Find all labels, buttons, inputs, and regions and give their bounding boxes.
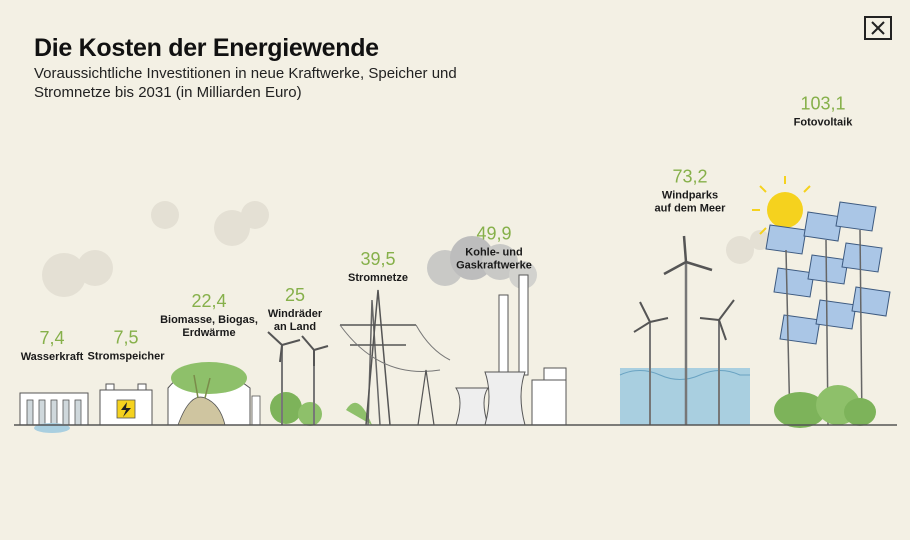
category-label: Windparks <box>662 190 718 202</box>
category-label: Stromspeicher <box>87 351 165 363</box>
category-label: Kohle- und <box>465 247 522 259</box>
category-label: an Land <box>274 321 316 333</box>
battery-icon <box>99 383 153 426</box>
offshore-wind-icon <box>619 235 750 425</box>
close-icon <box>871 21 885 35</box>
backdrop <box>42 201 770 297</box>
close-button[interactable] <box>864 16 892 40</box>
value-label: 49,9 <box>476 224 511 244</box>
solar-panel-icon <box>752 176 891 428</box>
category-label: Stromnetze <box>348 272 408 284</box>
value-label: 25 <box>285 285 305 305</box>
chart-title: Die Kosten der Energiewende <box>34 34 379 62</box>
wind-turbine-icon <box>267 331 329 426</box>
hydro-dam-icon <box>19 392 89 433</box>
power-plant-icon <box>427 236 567 426</box>
category-label: Gaskraftwerke <box>456 260 532 272</box>
category-label: Erdwärme <box>182 327 235 339</box>
category-label: Fotovoltaik <box>794 116 854 128</box>
category-label: Biomasse, Biogas, <box>160 314 258 326</box>
biogas-plant-icon <box>167 362 261 426</box>
power-pylon-icon <box>339 289 451 426</box>
value-label: 22,4 <box>191 291 226 311</box>
category-label: auf dem Meer <box>655 203 727 215</box>
value-label: 39,5 <box>360 249 395 269</box>
category-labels: Wasserkraft Stromspeicher Biomasse, Biogas… <box>21 116 854 362</box>
chart-subtitle: Voraussichtliche Investitionen in neue K… <box>34 65 457 101</box>
value-labels: 7,4 7,5 22,4 25 39,5 49,9 73,2 103,1 <box>39 93 845 347</box>
category-label: Wasserkraft <box>21 351 84 363</box>
value-label: 7,4 <box>39 328 64 348</box>
category-label: Windräder <box>268 308 323 320</box>
value-label: 73,2 <box>672 167 707 187</box>
value-label: 7,5 <box>113 328 138 348</box>
value-label: 103,1 <box>800 93 845 113</box>
